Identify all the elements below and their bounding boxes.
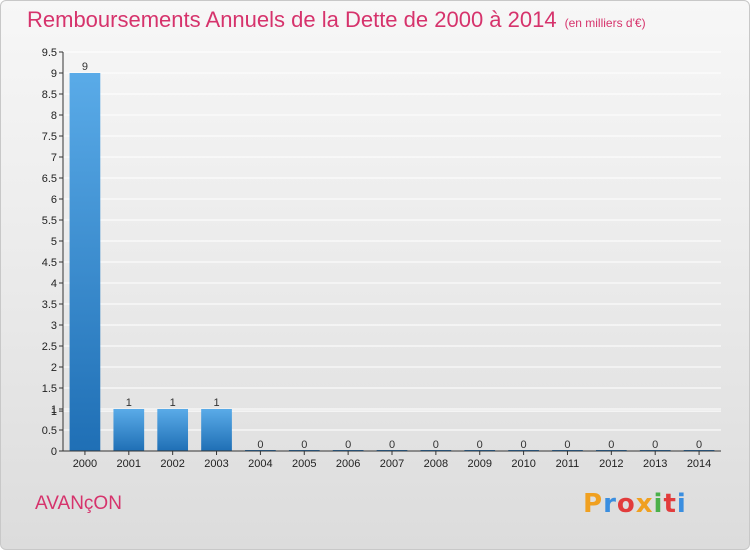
bar-2002 [157,409,189,451]
grid-lines [63,51,721,452]
y-tick-label: 4.5 [42,257,57,269]
value-label-2008: 0 [433,439,439,451]
logo-letter: r [603,489,617,519]
y-tick-label: 1 [51,404,57,416]
x-tick-label-2011: 2011 [556,458,580,470]
y-tick-label: 2.5 [42,341,57,353]
commune-name: AVANçON [35,493,122,514]
logo-letter: o [616,489,636,519]
proxiti-logo: Proxiti [583,489,687,519]
chart-title: Remboursements Annuels de la Dette de 20… [27,7,646,33]
x-tick-label-2013: 2013 [643,458,667,470]
y-tick-label: 6 [51,194,57,206]
value-label-2001: 1 [126,397,132,409]
y-tick-label: 8 [51,110,57,122]
y-tick-label: 5 [51,236,57,248]
value-label-2012: 0 [608,439,614,451]
bar-2000 [69,73,101,451]
x-tick-label-2009: 2009 [467,458,491,470]
y-tick-label: 7 [51,152,57,164]
y-tick-label: 3.5 [42,299,57,311]
x-tick-label-2001: 2001 [117,458,141,470]
value-label-2013: 0 [652,439,658,451]
x-tick-label-2007: 2007 [380,458,404,470]
x-tick-label-2003: 2003 [204,458,228,470]
value-label-2011: 0 [564,439,570,451]
value-label-2006: 0 [345,439,351,451]
y-tick-label: 0 [51,446,57,458]
chart-title-main: Remboursements Annuels de la Dette de 20… [27,7,557,32]
y-tick-label: 2 [51,362,57,374]
x-tick-label-2004: 2004 [248,458,272,470]
x-tick-label-2012: 2012 [599,458,623,470]
value-label-2010: 0 [521,439,527,451]
y-tick-label: 9.5 [42,47,57,59]
value-label-2000: 9 [82,61,88,73]
bar-2003 [201,409,232,451]
logo-letter: i [653,489,664,519]
x-tick-label-2002: 2002 [160,458,184,470]
value-label-2014: 0 [696,439,702,451]
logo-letter: x [635,489,654,519]
y-tick-label: 4 [51,278,57,290]
value-label-2007: 0 [389,439,395,451]
y-tick-label: 9 [51,68,57,80]
y-tick-label: 5.5 [42,215,57,227]
chart-subtitle: (en milliers d'€) [564,16,646,30]
bar-2001 [113,409,145,451]
x-tick-label-2008: 2008 [424,458,448,470]
x-tick-label-2006: 2006 [336,458,360,470]
y-tick-label: 1.5 [42,383,57,395]
axes: 0 0.5 1 1 1.5 2 2.5 3 3.5 4 4.5 5 5.5 6 6.5 7 7.5 8 8.5 9 9.… [42,47,721,470]
value-label-2009: 0 [477,439,483,451]
x-tick-label-2010: 2010 [511,458,535,470]
logo-letter: t [663,489,677,519]
logo-letter: P [583,489,604,519]
value-label-2002: 1 [170,397,176,409]
value-label-2004: 0 [257,439,263,451]
x-tick-label-2005: 2005 [292,458,316,470]
value-label-2003: 1 [213,397,219,409]
bars: 9 1 1 1 0 0 0 0 0 0 0 0 0 0 0 [69,61,715,451]
y-tick-label: 7.5 [42,131,57,143]
y-tick-label: 3 [51,320,57,332]
y-tick-label: 6.5 [42,173,57,185]
bar-chart: 9 1 1 1 0 0 0 0 0 0 0 0 0 0 0 0 0.5 1 1 1.5 2 2.5 3 3.5 4 4.5 5 5.… [42,47,721,470]
y-tick-label: 0.5 [42,425,57,437]
y-tick-label: 1 [51,406,57,418]
y-tick-label: 8.5 [42,89,57,101]
value-label-2005: 0 [301,439,307,451]
x-tick-label-2014: 2014 [687,458,711,470]
x-tick-label-2000: 2000 [73,458,97,470]
logo-letter: i [676,489,687,519]
